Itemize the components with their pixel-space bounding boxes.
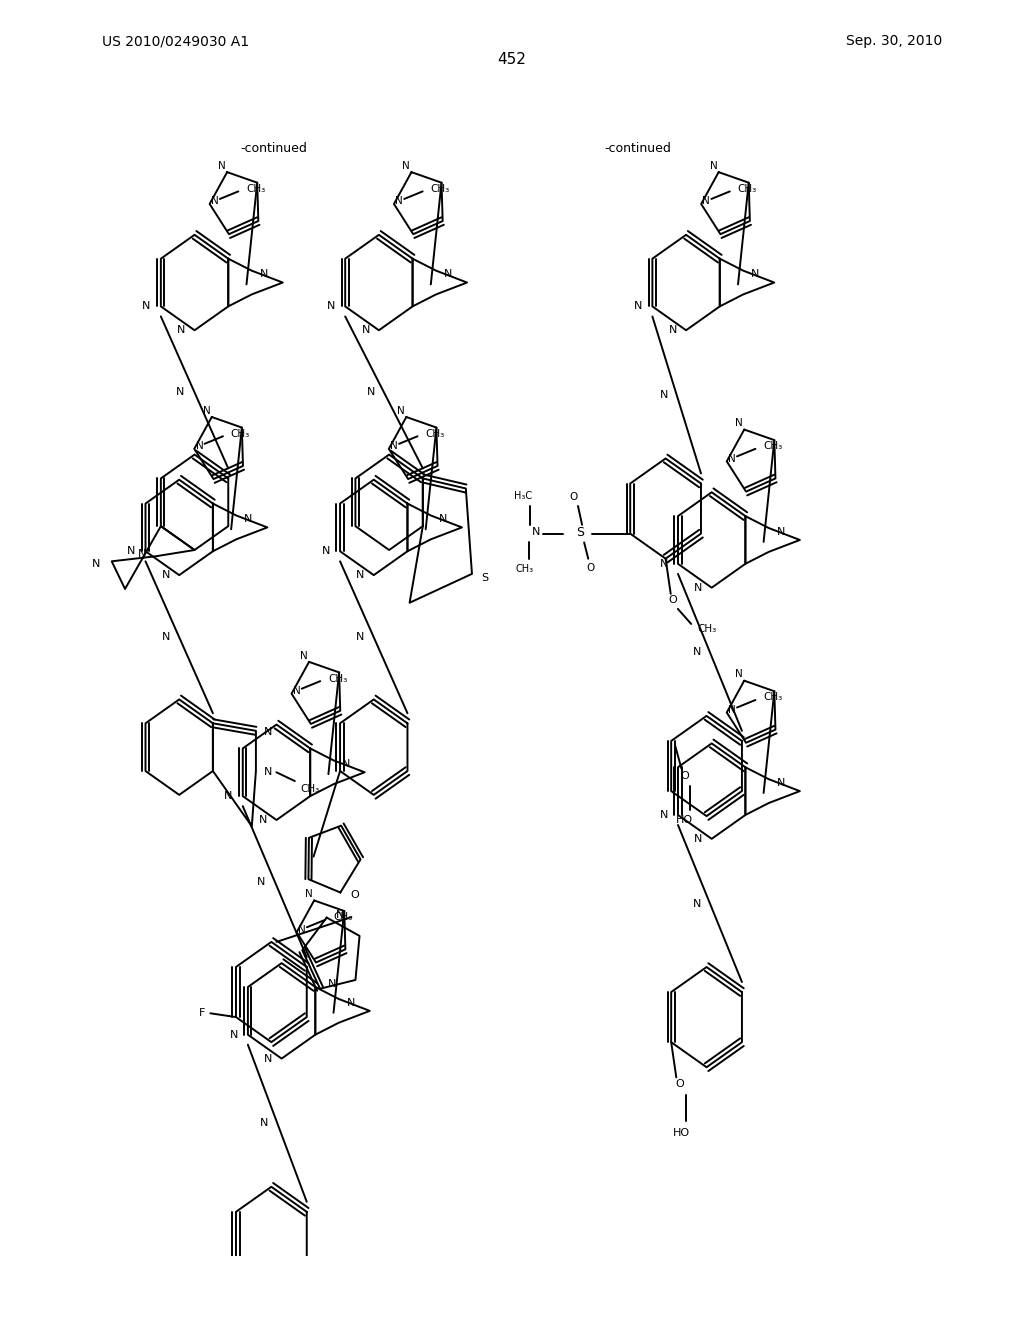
Text: N: N (127, 546, 135, 556)
Text: N: N (439, 515, 447, 524)
Text: N: N (395, 197, 403, 206)
Text: CH₃: CH₃ (697, 624, 716, 634)
Text: N: N (203, 405, 211, 416)
Text: N: N (728, 705, 736, 715)
Text: HO: HO (676, 814, 693, 825)
Text: CH₃: CH₃ (425, 429, 444, 438)
Text: N: N (293, 686, 301, 696)
Text: N: N (702, 197, 711, 206)
Text: O: O (675, 1078, 684, 1089)
Text: N: N (694, 582, 702, 593)
Text: N: N (347, 998, 355, 1007)
Text: N: N (300, 651, 308, 660)
Text: N: N (260, 1118, 268, 1129)
Text: N: N (260, 269, 268, 280)
Text: N: N (92, 558, 100, 569)
Text: CH₃: CH₃ (301, 784, 319, 793)
Text: N: N (196, 441, 204, 451)
Text: N: N (669, 325, 677, 335)
Text: N: N (162, 570, 170, 579)
Text: CH₃: CH₃ (246, 183, 265, 194)
Text: N: N (692, 647, 700, 657)
Text: N: N (692, 899, 700, 908)
Text: N: N (390, 441, 398, 451)
Text: N: N (634, 301, 642, 312)
Text: N: N (735, 669, 743, 680)
Text: N: N (211, 197, 219, 206)
Text: F: F (199, 1008, 206, 1018)
Text: N: N (397, 405, 406, 416)
Text: N: N (710, 161, 718, 170)
Text: N: N (264, 767, 272, 777)
Text: S: S (577, 525, 584, 539)
Text: N: N (356, 570, 365, 579)
Text: CH₃: CH₃ (763, 441, 782, 451)
Text: 452: 452 (498, 51, 526, 66)
Text: N: N (342, 759, 350, 770)
Text: N: N (361, 325, 370, 335)
Text: N: N (659, 558, 668, 569)
Text: N: N (218, 161, 226, 170)
Text: CH₃: CH₃ (328, 673, 347, 684)
Text: H₃C: H₃C (514, 491, 531, 502)
Text: N: N (327, 301, 335, 312)
Text: N: N (328, 978, 337, 989)
Text: N: N (177, 325, 185, 335)
Text: CH₃: CH₃ (333, 912, 352, 923)
Text: CH₃: CH₃ (430, 183, 450, 194)
Text: HO: HO (673, 1127, 690, 1138)
Text: O: O (680, 771, 689, 781)
Text: N: N (229, 1030, 238, 1040)
Text: N: N (659, 810, 668, 820)
Text: N: N (660, 389, 669, 400)
Text: O: O (350, 890, 359, 900)
Text: CH₃: CH₃ (516, 564, 534, 574)
Text: N: N (728, 454, 736, 463)
Text: CH₃: CH₃ (230, 429, 250, 438)
Text: N: N (264, 1053, 272, 1064)
Text: N: N (257, 876, 265, 887)
Text: -continued: -continued (241, 141, 307, 154)
Text: -continued: -continued (604, 141, 671, 154)
Text: O: O (586, 562, 594, 573)
Text: N: N (752, 269, 760, 280)
Text: N: N (322, 546, 330, 556)
Text: N: N (777, 527, 785, 537)
Text: N: N (735, 418, 743, 428)
Text: N: N (402, 161, 411, 170)
Text: N: N (298, 925, 306, 935)
Text: N: N (142, 301, 151, 312)
Text: CH₃: CH₃ (763, 693, 782, 702)
Text: S: S (481, 573, 488, 582)
Text: N: N (367, 387, 375, 397)
Text: N: N (224, 791, 232, 801)
Text: N: N (264, 727, 272, 737)
Text: N: N (356, 632, 365, 643)
Text: N: N (694, 834, 702, 843)
Text: O: O (669, 595, 677, 605)
Text: O: O (569, 492, 578, 502)
Text: N: N (162, 632, 170, 643)
Text: N: N (336, 909, 344, 920)
Text: N: N (305, 890, 313, 899)
Text: N: N (777, 777, 785, 788)
Text: N: N (245, 515, 253, 524)
Text: N: N (176, 387, 184, 397)
Text: Sep. 30, 2010: Sep. 30, 2010 (846, 34, 942, 49)
Text: N: N (259, 814, 267, 825)
Text: N: N (531, 528, 541, 537)
Text: CH₃: CH₃ (737, 183, 757, 194)
Text: N: N (444, 269, 453, 280)
Text: N: N (138, 549, 146, 558)
Text: US 2010/0249030 A1: US 2010/0249030 A1 (102, 34, 250, 49)
